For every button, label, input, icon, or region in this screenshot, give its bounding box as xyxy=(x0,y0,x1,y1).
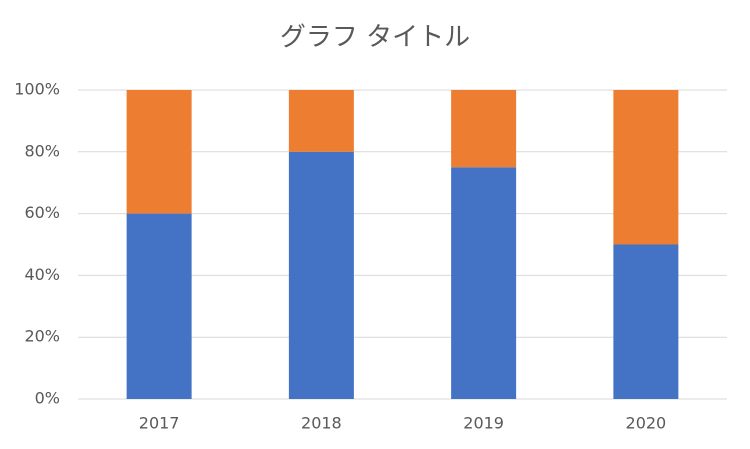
bar-segment xyxy=(288,151,354,399)
bar-segment xyxy=(451,167,517,399)
y-tick-label: 0% xyxy=(35,389,60,408)
x-tick-label: 2020 xyxy=(626,414,667,433)
bar-segment xyxy=(451,90,517,168)
bar-segment xyxy=(613,90,679,245)
y-tick-label: 20% xyxy=(24,327,60,346)
y-tick-label: 60% xyxy=(24,203,60,222)
x-tick-label: 2017 xyxy=(139,414,180,433)
bar-segment xyxy=(126,213,192,399)
y-tick-label: 100% xyxy=(14,80,60,99)
bar-segment xyxy=(613,244,679,399)
y-tick-label: 80% xyxy=(24,141,60,160)
chart-title: グラフ タイトル xyxy=(280,23,470,53)
bar-segment xyxy=(126,90,192,214)
y-tick-label: 40% xyxy=(24,265,60,284)
x-tick-label: 2019 xyxy=(463,414,504,433)
x-tick-label: 2018 xyxy=(301,414,342,433)
bar-segment xyxy=(288,90,354,152)
